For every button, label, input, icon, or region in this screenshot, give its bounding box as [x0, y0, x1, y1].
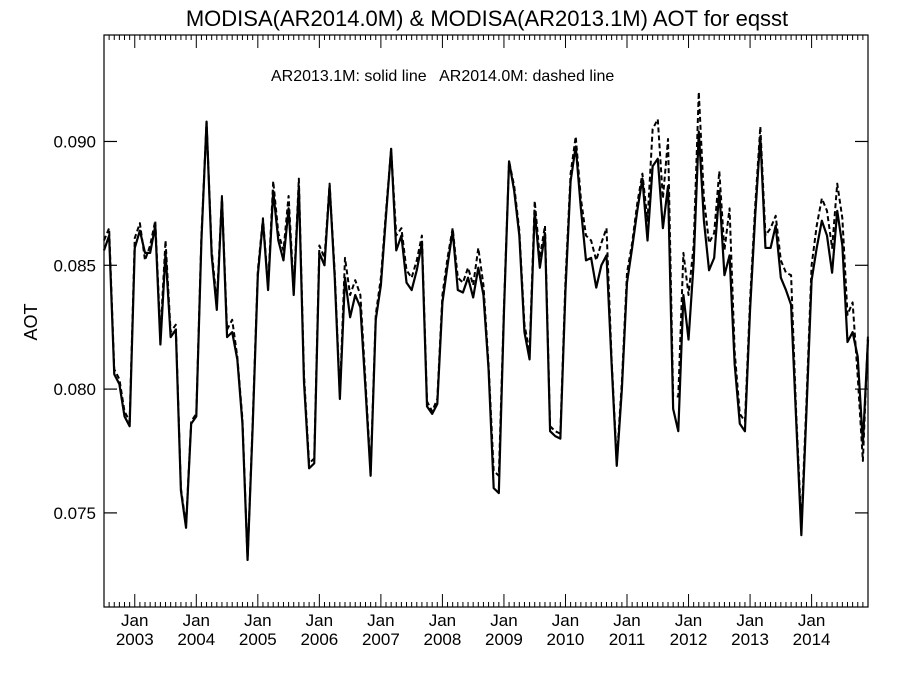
- series-style-note: AR2013.1M: solid line AR2014.0M: dashed …: [271, 68, 614, 85]
- x-tick-month-label: Jan: [798, 611, 825, 630]
- x-tick-month-label: Jan: [736, 611, 763, 630]
- x-tick-year-label: 2006: [300, 630, 338, 649]
- x-tick-month-label: Jan: [490, 611, 517, 630]
- x-tick-month-label: Jan: [306, 611, 333, 630]
- x-tick-year-label: 2003: [116, 630, 154, 649]
- x-tick-year-label: 2007: [362, 630, 400, 649]
- y-tick-label: 0.075: [53, 504, 96, 523]
- y-axis-label: AOT: [21, 303, 41, 340]
- x-tick-month-label: Jan: [183, 611, 210, 630]
- x-tick-year-label: 2004: [177, 630, 215, 649]
- x-tick-month-label: Jan: [613, 611, 640, 630]
- x-tick-month-label: Jan: [429, 611, 456, 630]
- x-tick-year-label: 2012: [670, 630, 708, 649]
- x-tick-year-label: 2008: [424, 630, 462, 649]
- series-ar2014-0m: [103, 90, 869, 561]
- x-tick-year-label: 2010: [547, 630, 585, 649]
- series-layer: [102, 90, 870, 562]
- plot-frame: [103, 34, 869, 608]
- x-tick-year-label: 2014: [793, 630, 831, 649]
- y-tick-label: 0.090: [53, 132, 96, 151]
- x-tick-month-label: Jan: [367, 611, 394, 630]
- y-tick-label: 0.080: [53, 380, 96, 399]
- x-tick-year-label: 2009: [485, 630, 523, 649]
- x-tick-month-label: Jan: [244, 611, 271, 630]
- chart-title: MODISA(AR2014.0M) & MODISA(AR2013.1M) AO…: [186, 6, 788, 31]
- y-ticks: 0.075 0.080 0.085 0.090: [53, 132, 868, 523]
- series-line: [103, 90, 869, 561]
- x-tick-month-label: Jan: [121, 611, 148, 630]
- series-line: [102, 120, 870, 562]
- y-tick-label: 0.085: [53, 256, 96, 275]
- x-tick-month-label: Jan: [552, 611, 579, 630]
- x-ticks: Jan2003Jan2004Jan2005Jan2006Jan2007Jan20…: [108, 35, 864, 649]
- x-tick-year-label: 2005: [239, 630, 277, 649]
- x-tick-year-label: 2013: [731, 630, 769, 649]
- x-tick-year-label: 2011: [609, 630, 646, 649]
- series-ar2013-1m: [102, 120, 870, 562]
- x-tick-month-label: Jan: [675, 611, 702, 630]
